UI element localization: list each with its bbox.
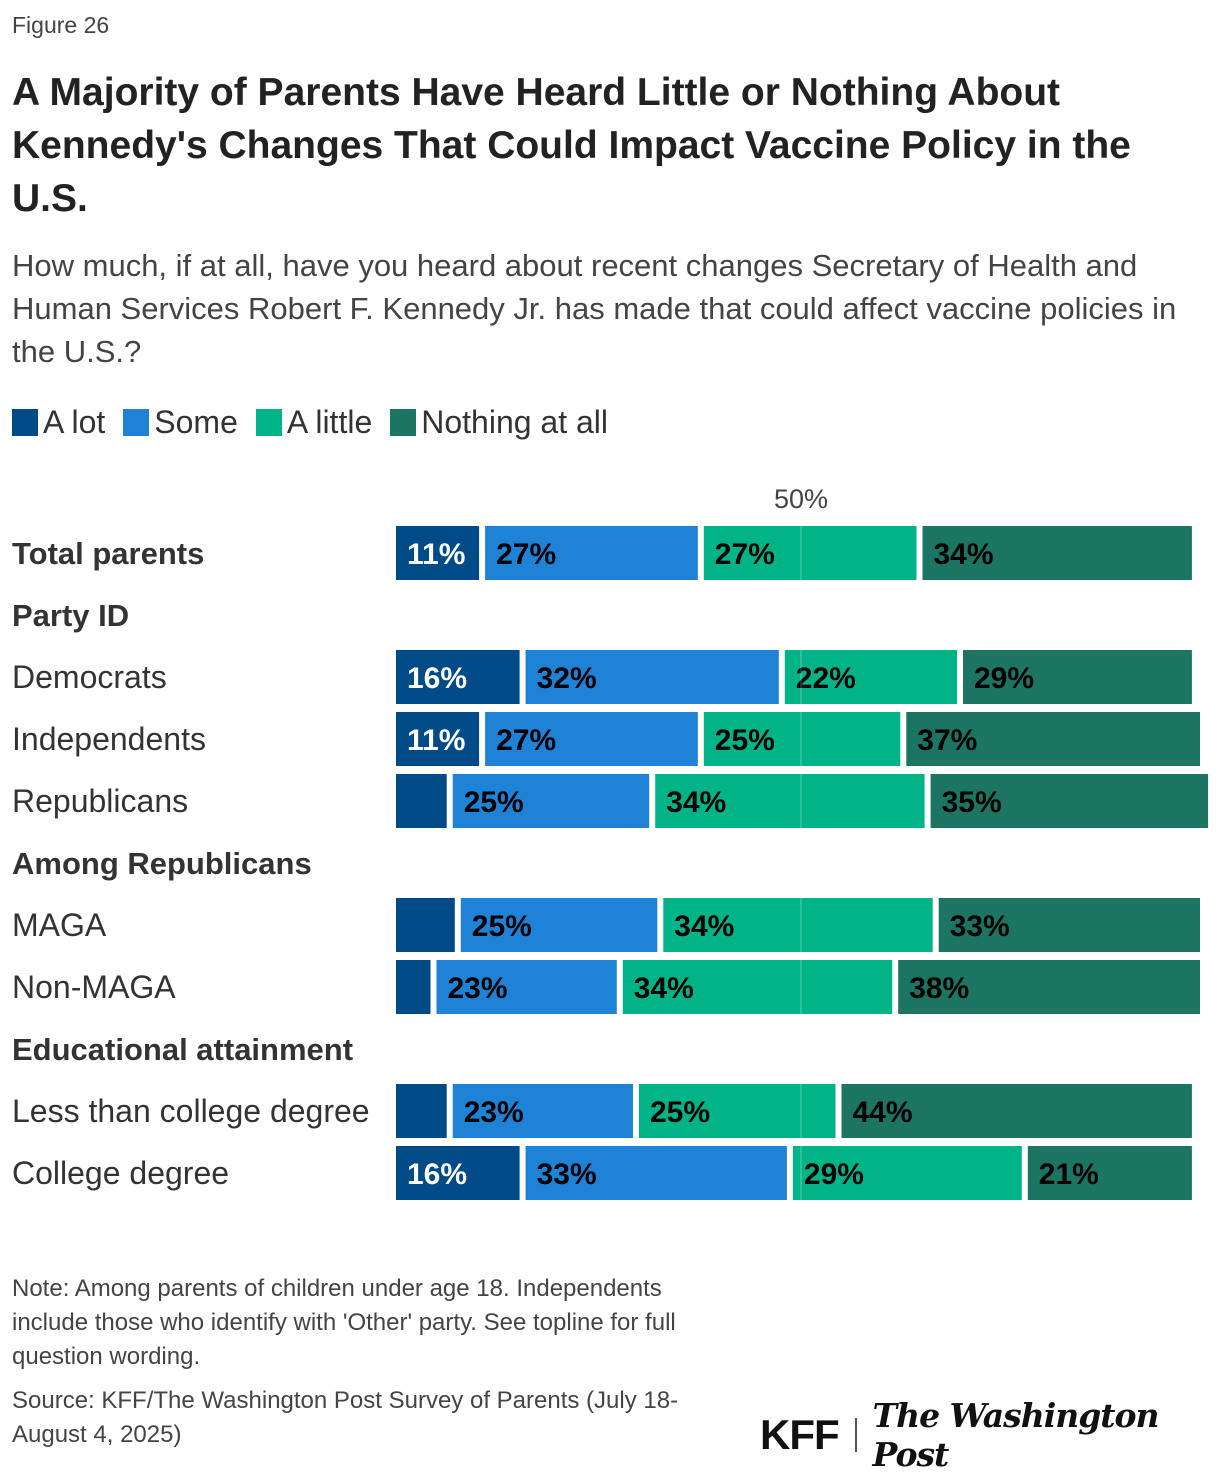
reference-line-label: 50% <box>774 484 828 514</box>
row-label: MAGA <box>12 907 107 943</box>
chart-note: Note: Among parents of children under ag… <box>12 1275 676 1370</box>
data-label: 25% <box>472 910 532 943</box>
legend-label: Some <box>154 404 238 440</box>
bar-segment-a-lot <box>396 774 447 828</box>
data-label: 22% <box>796 662 856 695</box>
bar-segment-a-little <box>622 960 893 1014</box>
bar-segment-nothing-at-all <box>930 774 1209 828</box>
bar-segment-a-little <box>703 526 917 580</box>
legend-swatch <box>390 409 417 436</box>
kff-logo: KFF <box>760 1411 840 1458</box>
data-label: 34% <box>934 538 994 571</box>
legend-item-some: Some <box>123 404 238 441</box>
bar-segment-a-lot <box>396 526 480 580</box>
legend-item-nothing: Nothing at all <box>390 404 608 441</box>
legend-item-a-little: A little <box>255 404 373 441</box>
bar-segment-some <box>460 898 658 952</box>
data-label: 23% <box>464 1096 524 1129</box>
chart-source: Source: KFF/The Washington Post Survey o… <box>12 1387 679 1448</box>
bar-segment-a-lot <box>396 898 455 952</box>
data-label: 11% <box>407 538 465 571</box>
data-label: 16% <box>407 1158 467 1191</box>
bar-segment-a-lot <box>396 1084 447 1138</box>
legend-label: Nothing at all <box>421 404 609 440</box>
bar-segment-nothing-at-all <box>841 1084 1192 1138</box>
data-label: 34% <box>634 972 694 1005</box>
washington-post-logo: The Washington Post <box>872 1396 1160 1474</box>
data-label: 44% <box>853 1096 913 1129</box>
bar-segment-a-lot <box>396 1146 520 1200</box>
data-label: 25% <box>464 786 524 819</box>
data-label: 34% <box>666 786 726 819</box>
row-label: Republicans <box>12 783 188 819</box>
data-label: 27% <box>496 724 556 757</box>
bar-segment-a-little <box>784 650 957 704</box>
bar-segment-a-lot <box>396 650 520 704</box>
data-label: 29% <box>974 662 1034 695</box>
figure-label: Figure 26 <box>12 12 110 38</box>
data-label: 35% <box>942 786 1002 819</box>
row-label: Independents <box>12 721 206 757</box>
bar-segment-a-little <box>792 1146 1022 1200</box>
data-label: 27% <box>715 538 775 571</box>
row-label: College degree <box>12 1155 229 1191</box>
chart-subtitle: How much, if at all, have you heard abou… <box>12 248 1177 369</box>
data-label: 27% <box>496 538 556 571</box>
bar-segment-nothing-at-all <box>1027 1146 1192 1200</box>
data-label: 33% <box>537 1158 597 1191</box>
data-label: 32% <box>537 662 597 695</box>
data-label: 33% <box>950 910 1010 943</box>
data-label: 38% <box>909 972 969 1005</box>
group-header: Among Republicans <box>12 846 312 881</box>
legend-swatch <box>123 409 150 436</box>
group-header: Educational attainment <box>12 1032 353 1067</box>
stacked-bar-chart: 50% Total parents 11% 27% 27% 34% Party ID Demo… <box>12 484 1209 1200</box>
bar-segment-nothing-at-all <box>898 960 1200 1014</box>
bar-segment-some <box>452 1084 633 1138</box>
legend-label: A lot <box>43 404 106 440</box>
row-label: Non-MAGA <box>12 969 176 1005</box>
bar-segment-nothing-at-all <box>922 526 1192 580</box>
bar-segment-nothing-at-all <box>963 650 1192 704</box>
bar-segment-nothing-at-all <box>906 712 1200 766</box>
data-label: 25% <box>650 1096 710 1129</box>
logos: KFF The Washington Post <box>760 1396 1220 1474</box>
bar-segment-some <box>525 1146 787 1200</box>
row-label: Total parents <box>12 536 204 571</box>
legend-item-a-lot: A lot <box>12 404 105 441</box>
data-label: 23% <box>448 972 508 1005</box>
bar-segment-some <box>525 650 779 704</box>
bar-segment-some <box>452 774 650 828</box>
bar-segment-a-little <box>655 774 925 828</box>
legend-swatch <box>255 409 282 436</box>
row-label: Less than college degree <box>12 1093 370 1129</box>
bar-segment-some <box>436 960 617 1014</box>
data-label: 34% <box>674 910 734 943</box>
bar-segment-some <box>485 526 698 580</box>
data-label: 21% <box>1039 1158 1099 1191</box>
bar-segment-a-little <box>663 898 933 952</box>
logo-divider <box>854 1418 857 1452</box>
group-header: Party ID <box>12 598 129 633</box>
data-label: 29% <box>804 1158 864 1191</box>
legend-label: A little <box>286 404 373 440</box>
bar-segment-a-lot <box>396 960 431 1014</box>
legend-swatch <box>12 409 38 436</box>
bar-segment-a-little <box>703 712 901 766</box>
bar-segment-a-lot <box>396 712 480 766</box>
legend: A lot Some A little Nothing at all <box>12 404 608 441</box>
data-label: 25% <box>715 724 775 757</box>
data-label: 11% <box>407 724 465 757</box>
bar-segment-nothing-at-all <box>938 898 1200 952</box>
data-label: 16% <box>407 662 467 695</box>
chart-title: A Majority of Parents Have Heard Little … <box>12 71 1131 220</box>
bar-segment-a-little <box>639 1084 836 1138</box>
data-label: 37% <box>917 724 977 757</box>
bar-segment-some <box>485 712 698 766</box>
row-label: Democrats <box>12 659 167 695</box>
